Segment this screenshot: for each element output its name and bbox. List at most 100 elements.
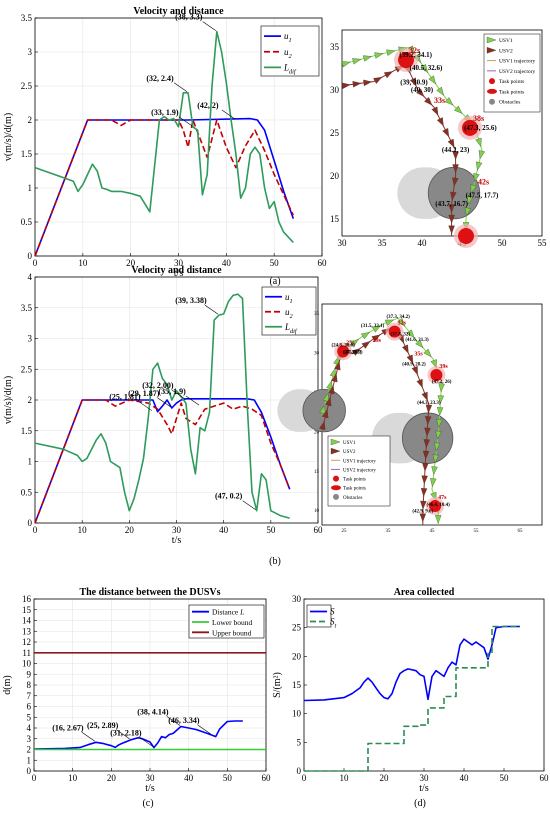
legend-swatch (333, 475, 339, 482)
x-tick-label: 0 (32, 773, 37, 783)
y-tick-label: 0 (28, 518, 33, 528)
series-line-ldif (34, 30, 294, 243)
series-line-s (303, 625, 520, 702)
task-point (462, 119, 478, 136)
y-tick-label: 1 (27, 755, 32, 765)
x-tick-label: 0 (33, 525, 38, 535)
annotation-arrow (204, 304, 219, 315)
annotation-label: (39, 3.38) (175, 296, 207, 305)
x-tick-label: 30 (146, 773, 156, 783)
legend-entry: Task points (499, 79, 524, 85)
trajectory-legend-box (327, 435, 391, 507)
x-tick-label: 10 (78, 258, 88, 268)
usv1-trajectory-arrow (473, 173, 480, 183)
y-axis-label: S/(m²) (272, 672, 283, 698)
x-tick-label: 30 (338, 238, 348, 248)
usv2-trajectory-arrow (452, 164, 459, 173)
chart-title: The distance between the DUSVs (79, 587, 220, 598)
coordinate-label: (40.9, 28.2) (402, 363, 426, 368)
usv2-trajectory-arrow (420, 500, 427, 510)
x-axis-label: t/s (174, 268, 184, 279)
usv2-trajectory-arrow (322, 409, 329, 419)
coordinate-label: (37.8, 32) (391, 333, 411, 338)
usv1-trajectory-arrow (476, 161, 483, 171)
annotation-label: (29, 1.87) (128, 389, 160, 398)
annotation-label: (42, 2) (197, 101, 219, 110)
usv2-trajectory-arrow (352, 81, 362, 88)
legend-swatch (489, 98, 495, 105)
chart-c-axes: 0 10 20 30 40 50 60012345678910111213141516The… (2, 587, 271, 794)
legend-entry: USV2 trajectory (343, 468, 376, 473)
usv2-trajectory-arrow (409, 77, 417, 87)
annotation-arrow (116, 729, 130, 740)
task-time-label: 32s (409, 46, 420, 55)
y-tick-label: 9 (27, 669, 32, 679)
usv2-trajectory-arrow (423, 439, 431, 449)
coordinate-label: (27, 29.7) (343, 351, 363, 356)
annotation-label: (25, 2.89) (87, 721, 119, 730)
y-axis-label: d(m) (2, 675, 13, 694)
y-axis-label: v(m/s)/d(m) (3, 376, 14, 424)
series-line-u1 (34, 397, 291, 524)
y-tick-label: 2 (28, 395, 33, 405)
coordinate-label: (41.6, 31.3) (405, 338, 429, 343)
y-tick-label: 2 (28, 115, 33, 125)
usv2-trajectory-arrow (448, 214, 455, 224)
usv2-trajectory-arrow (447, 138, 455, 148)
usv1-trajectory-arrow (438, 383, 445, 393)
legend-swatch (486, 47, 497, 54)
y-tick-label: 15 (330, 214, 340, 224)
usv1-trajectory-arrow (423, 348, 432, 358)
usv2-trajectory-arrow (420, 488, 428, 497)
x-tick-label: 10 (340, 773, 350, 783)
x-tick-label: 50 (223, 773, 233, 783)
coordinate-label: (24.8, 30.6) (331, 344, 355, 349)
task-point (337, 345, 350, 358)
legend-entry: S (330, 607, 335, 617)
annotation-label: (31, 2.18) (110, 729, 142, 738)
task-point (388, 325, 401, 338)
y-tick-label: 20 (330, 171, 340, 181)
legend-entry: Task points (343, 478, 366, 483)
usv2-trajectory-arrow (452, 177, 459, 187)
chart-title: Area collected (394, 587, 455, 598)
chart-b_right-axes: 253545556510152025303525s32s39s47s29s35s… (277, 303, 543, 534)
usv1-trajectory-arrow (374, 52, 384, 59)
usv2-trajectory-arrow (319, 420, 326, 431)
chart-a_right-axes: 303540455055152025303532s38s33s42s(39.2,… (330, 29, 547, 248)
y-tick-label: 16 (22, 594, 32, 604)
task-point (458, 228, 474, 244)
usv1-trajectory-arrow (431, 466, 438, 476)
usv1-trajectory-arrow (329, 368, 336, 378)
legend-entry: Obstacles (499, 100, 520, 106)
usv2-trajectory-arrow (452, 151, 459, 161)
annotation-label: (47, 0.2) (215, 492, 243, 501)
usv1-trajectory-arrow (372, 325, 382, 333)
legend-entry: USV2 trajectory (499, 69, 535, 75)
legend-entry: Task points (499, 89, 524, 95)
y-tick-label: 25 (330, 128, 340, 138)
panel-label: (d) (414, 798, 426, 809)
legend-entry: USV1 trajectory (499, 59, 535, 65)
legend-entry: u1 (285, 292, 293, 305)
annotation-label: (35, 1.9) (158, 387, 186, 396)
x-tick-label: 40 (184, 773, 194, 783)
y-tick-label: 5 (27, 712, 32, 722)
y-tick-label: 8 (27, 680, 32, 690)
legend-swatch (486, 36, 497, 44)
coordinate-label: (39.2, 34.1) (399, 51, 432, 59)
task-time-label: 32s (398, 321, 407, 327)
usv2-trajectory-arrow (416, 378, 423, 389)
usv1-trajectory-arrow (319, 405, 326, 415)
y-tick-label: 2 (27, 745, 32, 755)
coordinate-label: (47, 0.2) (344, 351, 361, 356)
legend-entry: Upper bound (212, 628, 252, 637)
usv1-trajectory-arrow (432, 454, 440, 464)
legend-entry: Obstacles (343, 496, 362, 501)
coordinate-label: (42.9, 9.6) (412, 509, 433, 514)
usv2-trajectory-arrow (411, 366, 418, 376)
legend-b_left: u1 u2 Ldif (261, 286, 317, 336)
usv2-trajectory-arrow (406, 354, 414, 364)
legend-entry: USV1 (499, 38, 513, 44)
usv2-trajectory-arrow (383, 71, 394, 79)
